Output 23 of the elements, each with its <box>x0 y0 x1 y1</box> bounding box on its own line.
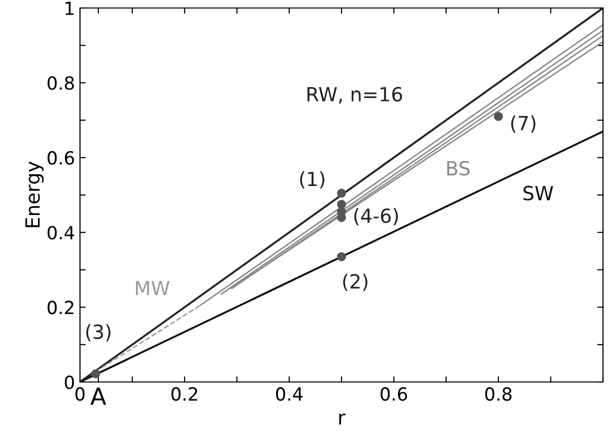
x-tick-label: 0.4 <box>276 387 303 401</box>
x-tick-label: 0.6 <box>380 387 408 401</box>
annotation: (3) <box>86 324 110 342</box>
y-tick-label: 0.2 <box>48 300 74 314</box>
text: RW, n=16 <box>307 86 402 104</box>
y-axis-title: Energy <box>25 162 44 228</box>
x-tick-label: 0.8 <box>485 387 512 401</box>
y-tick-label: 1 <box>66 2 74 15</box>
annotation: (2) <box>343 274 368 292</box>
y-tick-label: 0.6 <box>48 151 74 165</box>
annotation: (1) <box>300 171 324 189</box>
y-tick-label: 0.8 <box>48 76 74 90</box>
y-tick-label: 0.4 <box>48 226 74 240</box>
x-tick-label: A <box>90 388 106 405</box>
annotation: (4-6) <box>354 208 398 226</box>
x-tick-label: 0 <box>75 387 85 401</box>
y-tick-label: 0 <box>64 375 74 390</box>
x-axis-title: r <box>339 414 346 424</box>
annotation: (7) <box>511 115 536 133</box>
x-tick-label: 0.2 <box>171 387 198 401</box>
series-label: SW <box>523 186 554 200</box>
series-label: MW <box>136 281 170 296</box>
series-label: BS <box>447 160 470 176</box>
